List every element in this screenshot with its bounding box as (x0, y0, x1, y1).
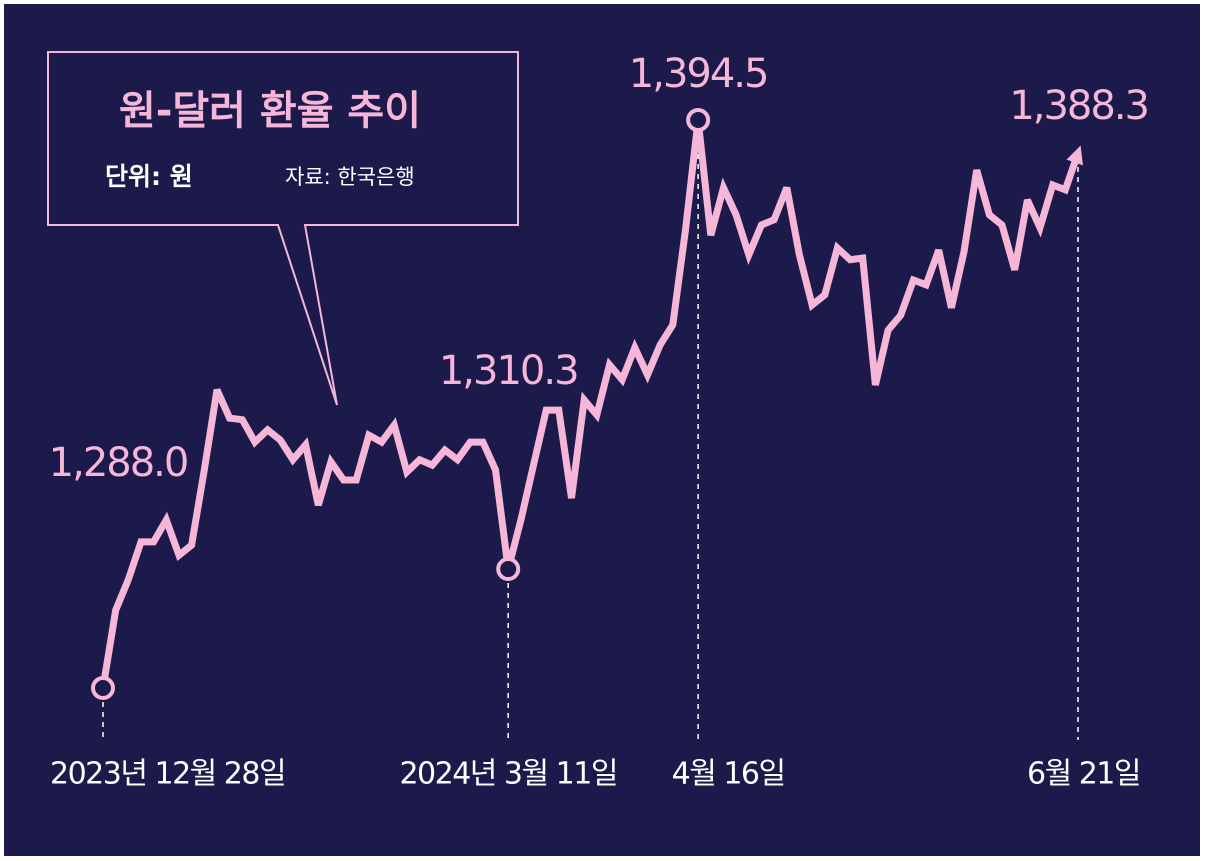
value-label: 1,288.0 (49, 440, 188, 486)
point-marker (496, 557, 521, 582)
arrow-head (1066, 145, 1083, 166)
title-box (47, 51, 519, 406)
value-label: 1,394.5 (629, 51, 768, 97)
x-tick-label: 4월 16일 (672, 757, 785, 792)
unit-label: 단위: 원 (105, 162, 193, 191)
source-label: 자료: 한국은행 (285, 165, 415, 189)
chart-title: 원-달러 환율 추이 (119, 88, 421, 134)
line (99, 119, 1082, 689)
x-tick-label: 2024년 3월 11일 (399, 757, 616, 792)
x-tick-label: 2023년 12월 28일 (50, 757, 285, 792)
x-tick-label: 6월 21일 (1027, 757, 1140, 792)
background (4, 4, 1200, 856)
point-marker (686, 107, 711, 132)
value-label: 1,310.3 (439, 348, 578, 394)
value-label: 1,388.3 (1009, 83, 1148, 129)
point-marker (91, 675, 115, 700)
